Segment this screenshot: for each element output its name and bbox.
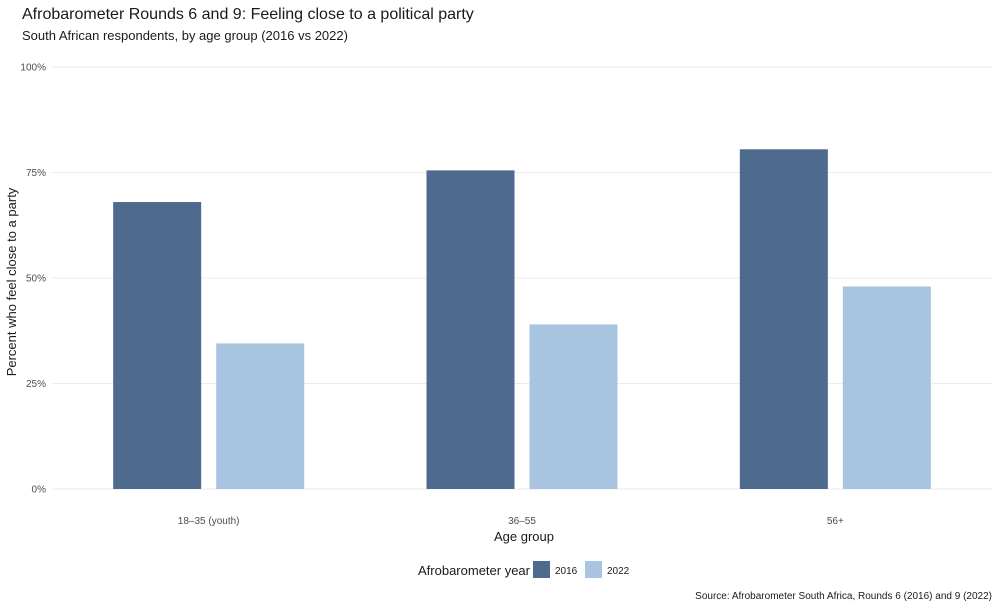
- x-tick-label: 56+: [827, 516, 844, 527]
- y-tick-label: 75%: [26, 168, 46, 179]
- x-axis-title: Age group: [494, 529, 554, 544]
- legend-label: 2022: [607, 566, 630, 577]
- bar-2016-1: [426, 170, 515, 489]
- legend-swatch-2022: [585, 561, 602, 578]
- y-axis-ticks: 0% 25% 50% 75% 100%: [20, 63, 46, 496]
- y-tick-label: 0%: [32, 485, 47, 496]
- bar-2022-1: [529, 324, 618, 489]
- bars: [113, 149, 931, 490]
- y-axis-title: Percent who feel close to a party: [4, 187, 19, 376]
- legend: Afrobarometer year 2016 2022: [418, 561, 630, 578]
- legend-title: Afrobarometer year: [418, 563, 531, 578]
- gridlines: [52, 66, 992, 490]
- y-tick-label: 25%: [26, 379, 46, 390]
- bar-2022-2: [842, 286, 931, 489]
- chart-subtitle: South African respondents, by age group …: [22, 28, 348, 43]
- chart-caption: Source: Afrobarometer South Africa, Roun…: [695, 591, 992, 602]
- x-axis-ticks: 18–35 (youth) 36–55 56+: [178, 516, 844, 527]
- x-tick-label: 36–55: [508, 516, 536, 527]
- legend-swatch-2016: [533, 561, 550, 578]
- bar-2016-0: [113, 202, 202, 490]
- y-tick-label: 50%: [26, 274, 46, 285]
- x-tick-label: 18–35 (youth): [178, 516, 240, 527]
- bar-2022-0: [216, 343, 305, 489]
- legend-label: 2016: [555, 566, 578, 577]
- bar-2016-2: [739, 149, 828, 490]
- chart-title: Afrobarometer Rounds 6 and 9: Feeling cl…: [22, 6, 474, 23]
- y-tick-label: 100%: [20, 63, 46, 74]
